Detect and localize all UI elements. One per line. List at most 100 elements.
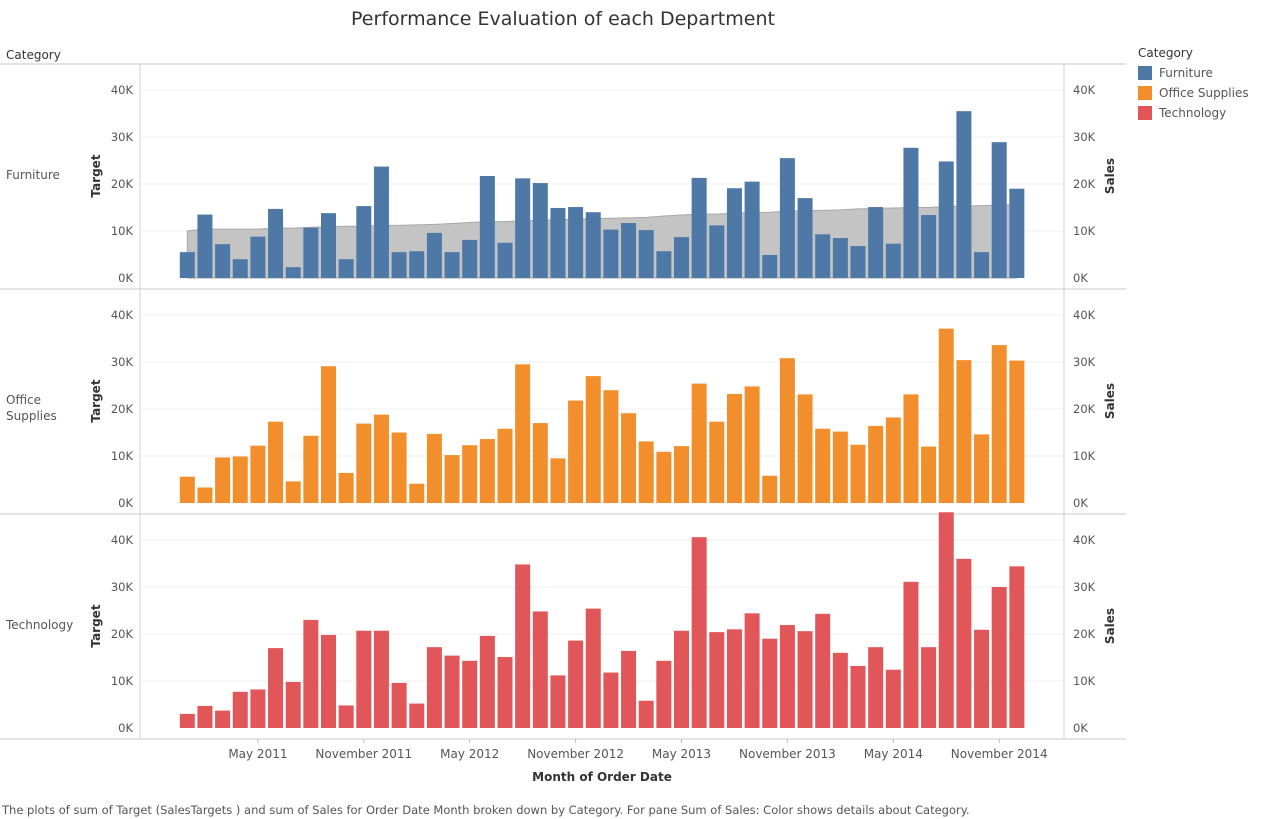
sales-bar (179, 476, 195, 503)
y-tick-label-left: 20K (111, 402, 134, 416)
sales-bar (885, 243, 901, 278)
sales-bar (426, 232, 442, 278)
sales-bar (603, 390, 619, 503)
sales-bar (356, 630, 372, 728)
sales-bar (762, 254, 778, 278)
sales-bar (444, 655, 460, 728)
sales-bar (568, 400, 584, 503)
sales-bar (532, 183, 548, 278)
sales-bar (444, 455, 460, 503)
sales-bar (321, 366, 336, 503)
sales-bar (197, 487, 213, 503)
x-tick-label: November 2013 (739, 747, 836, 761)
sales-bar (797, 198, 813, 278)
sales-bar (426, 647, 442, 728)
sales-bar (638, 700, 654, 728)
sales-bar (356, 206, 372, 278)
y-tick-label-left: 30K (111, 130, 134, 144)
sales-bar (250, 689, 266, 728)
legend: Category Furniture Office Supplies Techn… (1138, 46, 1249, 123)
sales-bar (515, 564, 531, 728)
sales-bar (797, 394, 813, 503)
y-tick-label-right: 30K (1073, 580, 1096, 594)
sales-bar (462, 660, 478, 728)
sales-bar (373, 630, 389, 728)
sales-bar (903, 394, 919, 503)
sales-bar (462, 445, 478, 503)
y-tick-label-right: 20K (1073, 177, 1096, 191)
y-axis-title-left: Target (89, 379, 103, 422)
sales-bar (250, 445, 266, 503)
sales-bar (691, 537, 707, 728)
sales-bar (285, 681, 301, 728)
sales-bar (709, 632, 725, 728)
sales-bar (779, 625, 795, 728)
sales-bar (868, 647, 884, 728)
sales-bar (779, 158, 795, 278)
chart-title: Performance Evaluation of each Departmen… (351, 8, 775, 30)
legend-item-technology[interactable]: Technology (1138, 103, 1249, 123)
sales-bar (603, 229, 619, 278)
sales-bar (726, 188, 742, 278)
sales-bar (197, 705, 213, 728)
sales-bar (179, 252, 195, 278)
sales-bar (815, 428, 831, 503)
sales-bar (321, 213, 336, 278)
y-tick-label-left: 0K (118, 721, 133, 735)
row-label: Supplies (6, 409, 57, 423)
sales-bar (585, 212, 601, 278)
legend-label: Furniture (1159, 66, 1213, 80)
sales-bar (321, 634, 336, 728)
sales-bar (868, 207, 884, 278)
sales-bar (1009, 360, 1025, 503)
sales-bar (885, 417, 901, 503)
sales-bar (938, 328, 954, 503)
x-tick-label: May 2012 (440, 747, 499, 761)
sales-bar (550, 207, 566, 278)
sales-bar (868, 425, 884, 503)
sales-bar (938, 512, 954, 728)
y-tick-label-left: 10K (111, 449, 134, 463)
sales-bar (479, 176, 495, 278)
x-axis-title: Month of Order Date (532, 770, 672, 784)
y-tick-label-right: 40K (1073, 533, 1096, 547)
sales-bar (621, 413, 637, 503)
sales-bar (550, 458, 566, 503)
chart-canvas: 0K 0K 10K 10K 20K 20K 30K 30K 40K 40K Furniture Tar… (0, 63, 1126, 784)
sales-bar (938, 161, 954, 278)
sales-bar (585, 608, 601, 728)
sales-bar (603, 672, 619, 728)
sales-bar (215, 457, 231, 503)
y-axis-title-right: Sales (1103, 158, 1117, 194)
sales-bar (744, 613, 760, 728)
sales-bar (815, 613, 831, 728)
legend-item-office-supplies[interactable]: Office Supplies (1138, 83, 1249, 103)
y-tick-label-right: 20K (1073, 402, 1096, 416)
sales-bar (197, 214, 213, 278)
sales-bar (338, 705, 354, 728)
sales-bar (391, 252, 407, 278)
sales-bar (232, 456, 248, 503)
y-tick-label-right: 40K (1073, 83, 1096, 97)
sales-bar (409, 251, 425, 278)
sales-bar (479, 439, 495, 503)
sales-bar (532, 423, 548, 503)
sales-bar (850, 246, 866, 278)
y-tick-label-left: 20K (111, 627, 134, 641)
sales-bar (974, 252, 990, 278)
y-tick-label-left: 40K (111, 533, 134, 547)
sales-bar (921, 215, 937, 278)
x-tick-label: May 2011 (228, 747, 287, 761)
sales-bar (444, 252, 460, 278)
sales-bar (709, 225, 725, 278)
y-tick-label-left: 30K (111, 355, 134, 369)
legend-item-furniture[interactable]: Furniture (1138, 63, 1249, 83)
y-tick-label-right: 0K (1073, 271, 1088, 285)
sales-bar (744, 386, 760, 503)
x-tick-label: November 2012 (527, 747, 624, 761)
sales-bar (497, 242, 513, 278)
sales-bar (532, 611, 548, 728)
sales-bar (885, 669, 901, 728)
sales-bar (691, 177, 707, 278)
y-axis-title-right: Sales (1103, 608, 1117, 644)
